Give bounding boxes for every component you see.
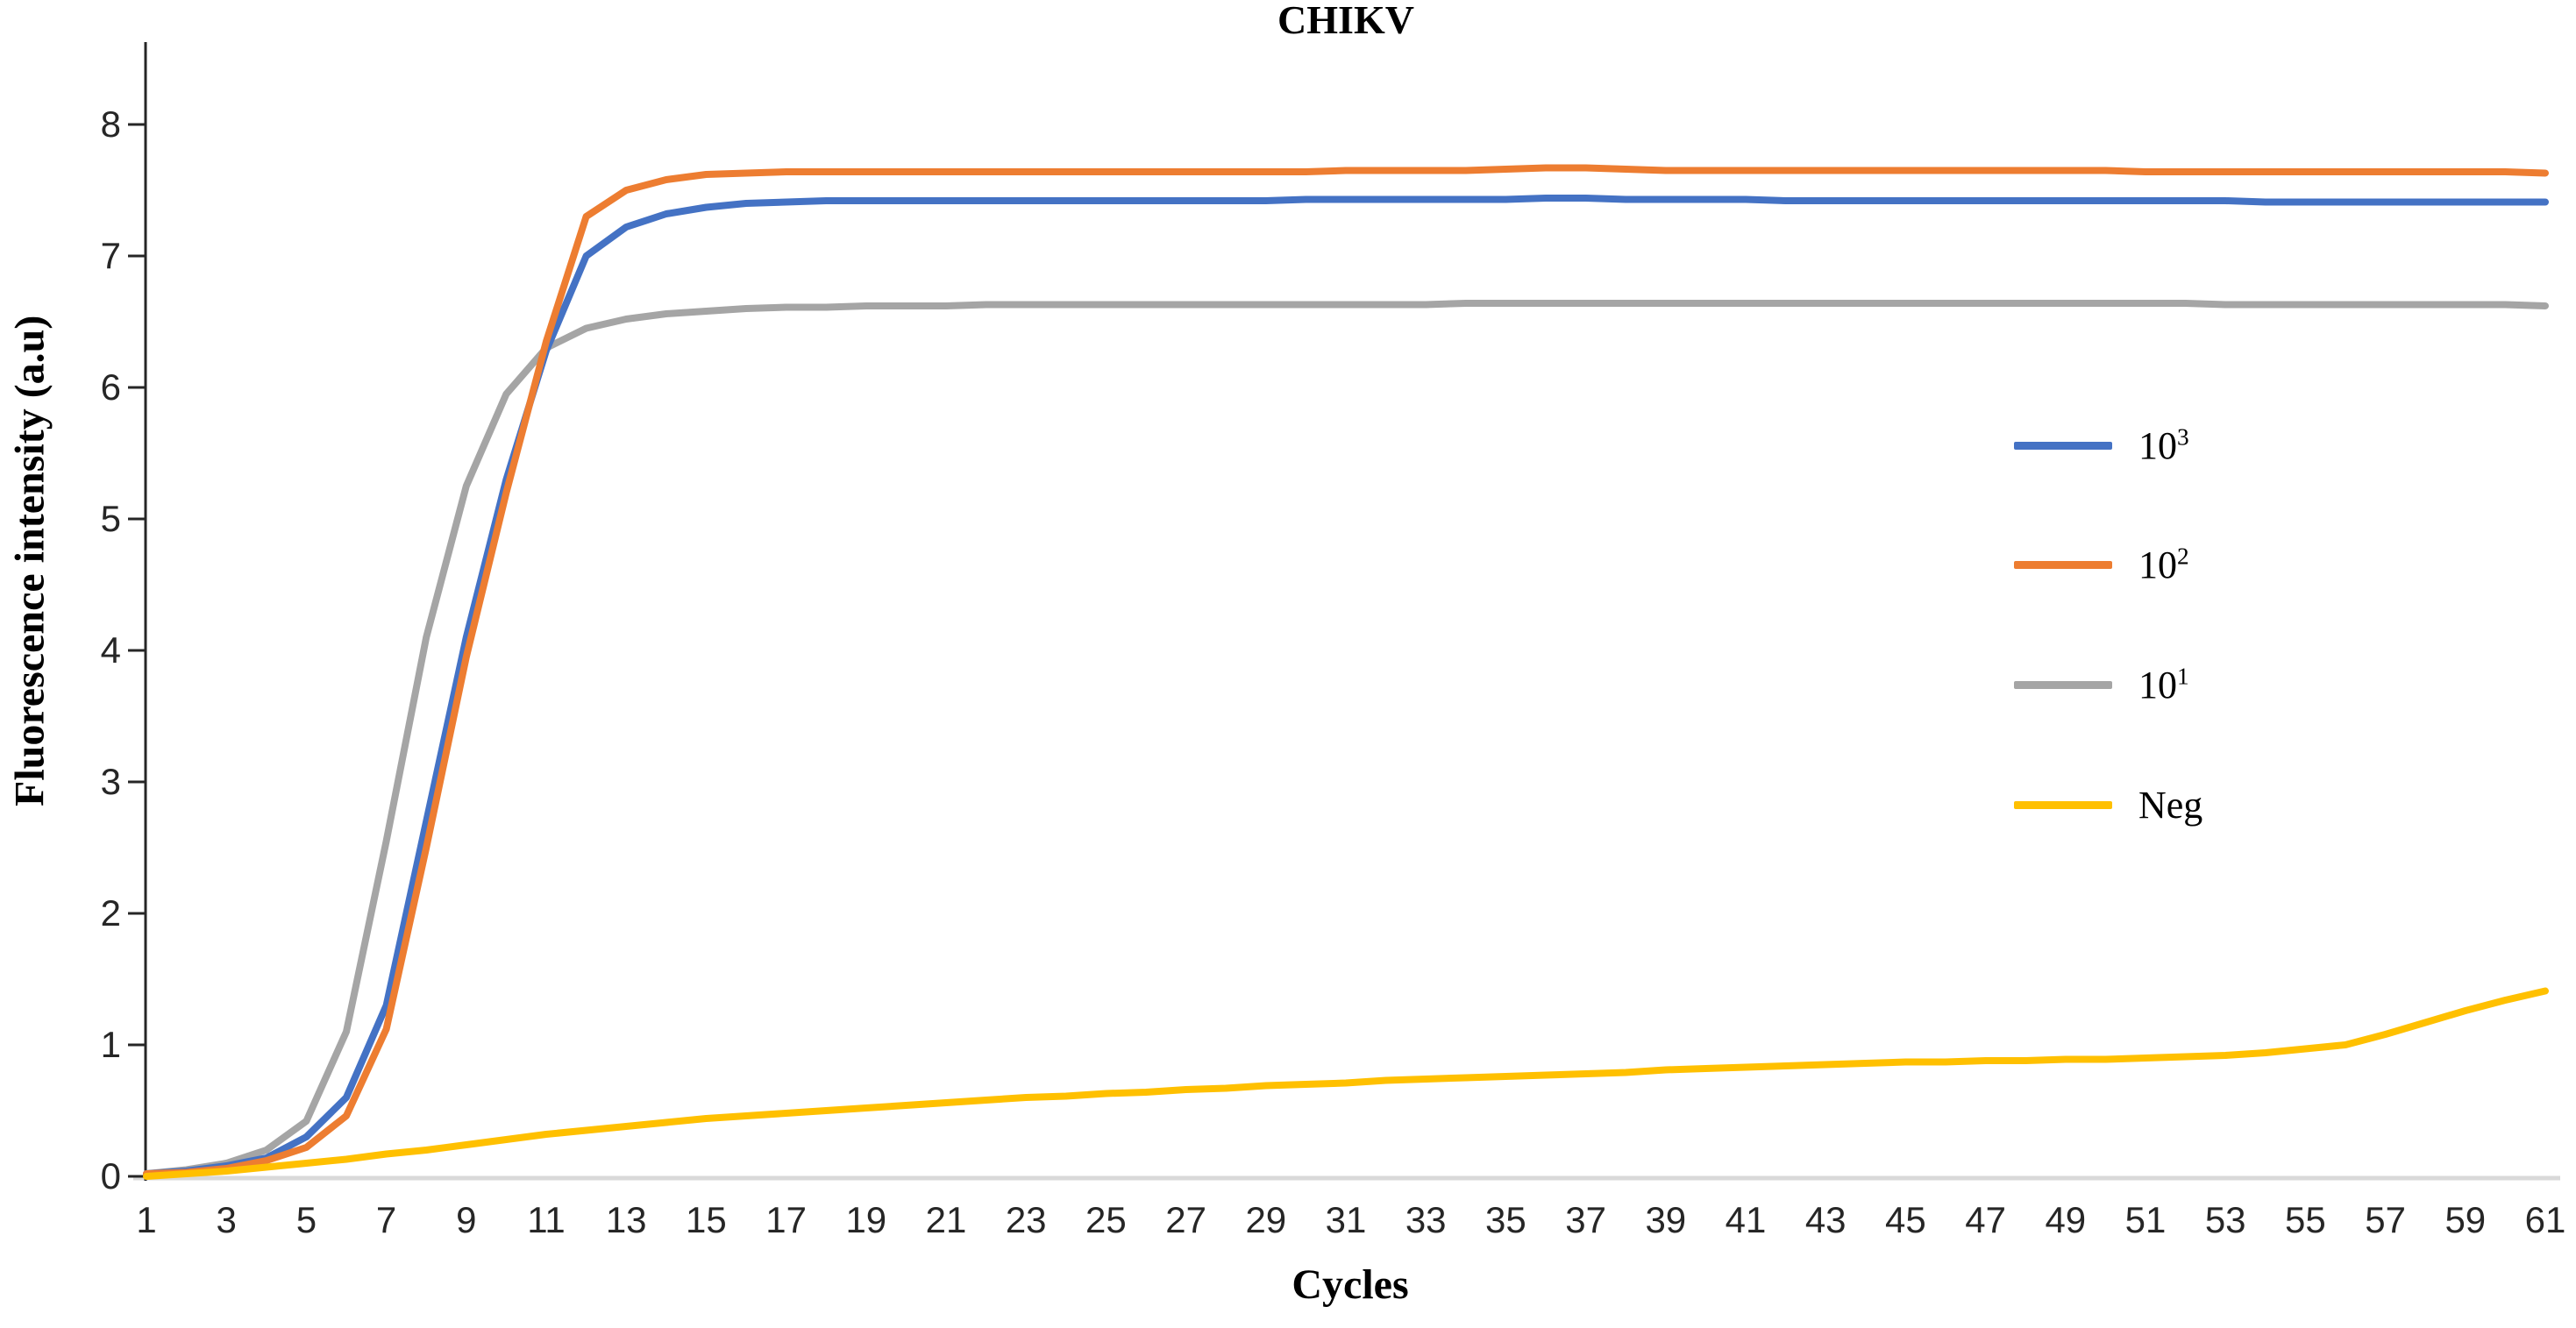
y-tick-label: 4 [100, 629, 121, 671]
x-tick-label: 19 [845, 1199, 887, 1240]
x-tick-label: 59 [2444, 1199, 2487, 1240]
y-tick-label: 3 [100, 761, 121, 802]
x-tick-label: 39 [1645, 1199, 1687, 1240]
x-tick-label: 61 [2524, 1199, 2566, 1240]
x-tick-label: 33 [1405, 1199, 1447, 1240]
x-tick-label: 29 [1245, 1199, 1287, 1240]
x-tick-label: 37 [1565, 1199, 1606, 1240]
x-axis-title: Cycles [1292, 1261, 1409, 1308]
x-tick-label: 23 [1005, 1199, 1047, 1240]
y-tick-label: 2 [100, 892, 121, 934]
legend-item-neg: Neg [2014, 777, 2202, 833]
legend-item-10e1: 101 [2014, 657, 2189, 713]
x-tick-label: 25 [1085, 1199, 1127, 1240]
legend-swatch-neg [2014, 800, 2112, 809]
x-tick-label: 57 [2365, 1199, 2406, 1240]
y-tick-label: 1 [100, 1024, 121, 1065]
series-line-Neg [143, 987, 2549, 1180]
x-tick-label: 17 [765, 1199, 807, 1240]
legend-label-10e3: 103 [2138, 423, 2189, 467]
legend-label-10e1: 101 [2138, 662, 2189, 707]
x-tick-label: 13 [605, 1199, 647, 1240]
legend-label-10e2: 102 [2138, 542, 2189, 586]
series-line-10e2 [143, 164, 2549, 1177]
legend-swatch-10e3 [2014, 441, 2112, 450]
legend-swatch-10e1 [2014, 680, 2112, 689]
y-tick-label: 5 [100, 498, 121, 539]
legend-swatch-10e2 [2014, 560, 2112, 569]
x-tick-label: 9 [456, 1199, 477, 1240]
x-tick-label: 15 [686, 1199, 727, 1240]
x-tick-label: 47 [1965, 1199, 2006, 1240]
x-tick-label: 27 [1165, 1199, 1206, 1240]
legend-label-neg: Neg [2138, 783, 2203, 827]
chart-title: CHIKV [1277, 0, 1414, 42]
x-tick-label: 5 [295, 1199, 317, 1240]
x-tick-label: 55 [2285, 1199, 2326, 1240]
y-tick-label: 0 [100, 1155, 121, 1197]
x-tick-label: 45 [1885, 1199, 1926, 1240]
y-tick-label: 8 [100, 103, 121, 145]
legend-item-10e2: 102 [2014, 536, 2189, 593]
x-tick-label: 51 [2124, 1199, 2167, 1240]
x-tick-label: 53 [2204, 1199, 2246, 1240]
y-tick-label: 6 [100, 366, 121, 408]
x-tick-label: 3 [216, 1199, 237, 1240]
x-tick-label: 35 [1485, 1199, 1526, 1240]
y-axis-title: Fluorescence intensity (a.u) [6, 315, 53, 807]
x-tick-label: 49 [2045, 1199, 2087, 1240]
legend-item-10e3: 103 [2014, 417, 2189, 473]
x-tick-label: 11 [527, 1199, 566, 1240]
x-tick-label: 43 [1804, 1199, 1847, 1240]
y-tick-label: 7 [100, 235, 121, 276]
x-tick-label: 21 [925, 1199, 967, 1240]
x-tick-label: 7 [375, 1199, 397, 1240]
x-tick-label: 31 [1325, 1199, 1367, 1240]
x-tick-label: 41 [1725, 1199, 1767, 1240]
x-tick-label: 1 [136, 1199, 157, 1240]
